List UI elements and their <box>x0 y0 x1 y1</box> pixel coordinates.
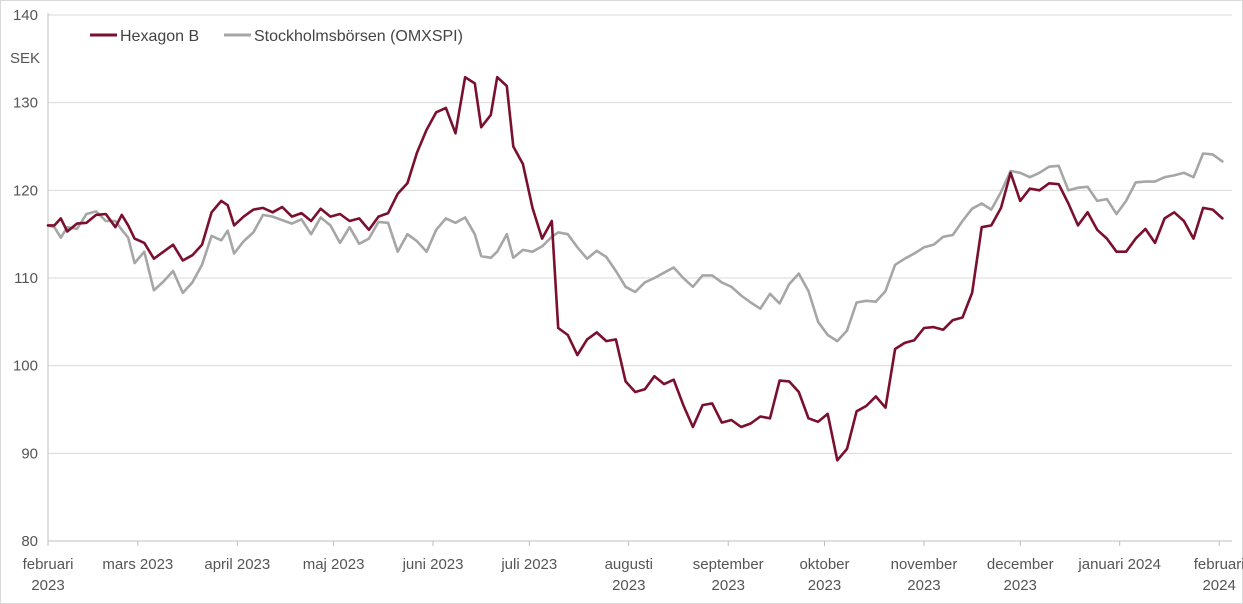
y-tick-labels: 80 90 100 110 120 130 140 <box>13 7 38 550</box>
legend-label: Stockholmsbörsen (OMXSPI) <box>254 28 463 45</box>
x-tick-labels: februari 2023 mars 2023 april 2023 maj 2023 j… <box>23 541 1243 594</box>
x-tick-label-year: 2023 <box>712 577 745 594</box>
x-tick-label-year: 2023 <box>907 577 940 594</box>
y-tick-label: 130 <box>13 95 38 112</box>
x-tick-label: juni 2023 <box>402 556 464 573</box>
x-tick-label: februari <box>1194 556 1243 573</box>
x-tick-label-year: 2023 <box>808 577 841 594</box>
x-tick-label: april 2023 <box>204 556 270 573</box>
x-tick-label-year: 2023 <box>31 577 64 594</box>
y-tick-label: 100 <box>13 358 38 375</box>
x-tick-label: mars 2023 <box>102 556 173 573</box>
series-lines <box>46 75 1224 462</box>
legend: Hexagon B Stockholmsbörsen (OMXSPI) <box>90 28 463 45</box>
x-tick-label: maj 2023 <box>303 556 365 573</box>
y-tick-label: 90 <box>21 445 38 462</box>
y-gridlines <box>48 14 1232 454</box>
x-tick-label-year: 2023 <box>612 577 645 594</box>
series-line-omxspi <box>46 152 1224 343</box>
x-tick-label: augusti <box>605 556 653 573</box>
axes <box>47 13 1232 542</box>
x-tick-label: september <box>693 556 764 573</box>
y-axis-label: SEK <box>10 50 40 67</box>
y-tick-label: 110 <box>14 270 38 287</box>
legend-label: Hexagon B <box>120 28 199 45</box>
x-tick-label-year: 2023 <box>1004 577 1037 594</box>
series-line-hexagon-b <box>46 75 1224 462</box>
x-tick-label: juli 2023 <box>500 556 557 573</box>
x-tick-label: januari 2024 <box>1077 556 1161 573</box>
y-tick-label: 140 <box>13 7 38 24</box>
y-tick-label: 120 <box>13 182 38 199</box>
x-tick-label-year: 2024 <box>1202 577 1235 594</box>
y-tick-label: 80 <box>21 533 38 550</box>
x-tick-label: oktober <box>799 556 849 573</box>
x-tick-label: november <box>891 556 958 573</box>
x-tick-label: februari <box>23 556 74 573</box>
x-tick-label: december <box>987 556 1054 573</box>
